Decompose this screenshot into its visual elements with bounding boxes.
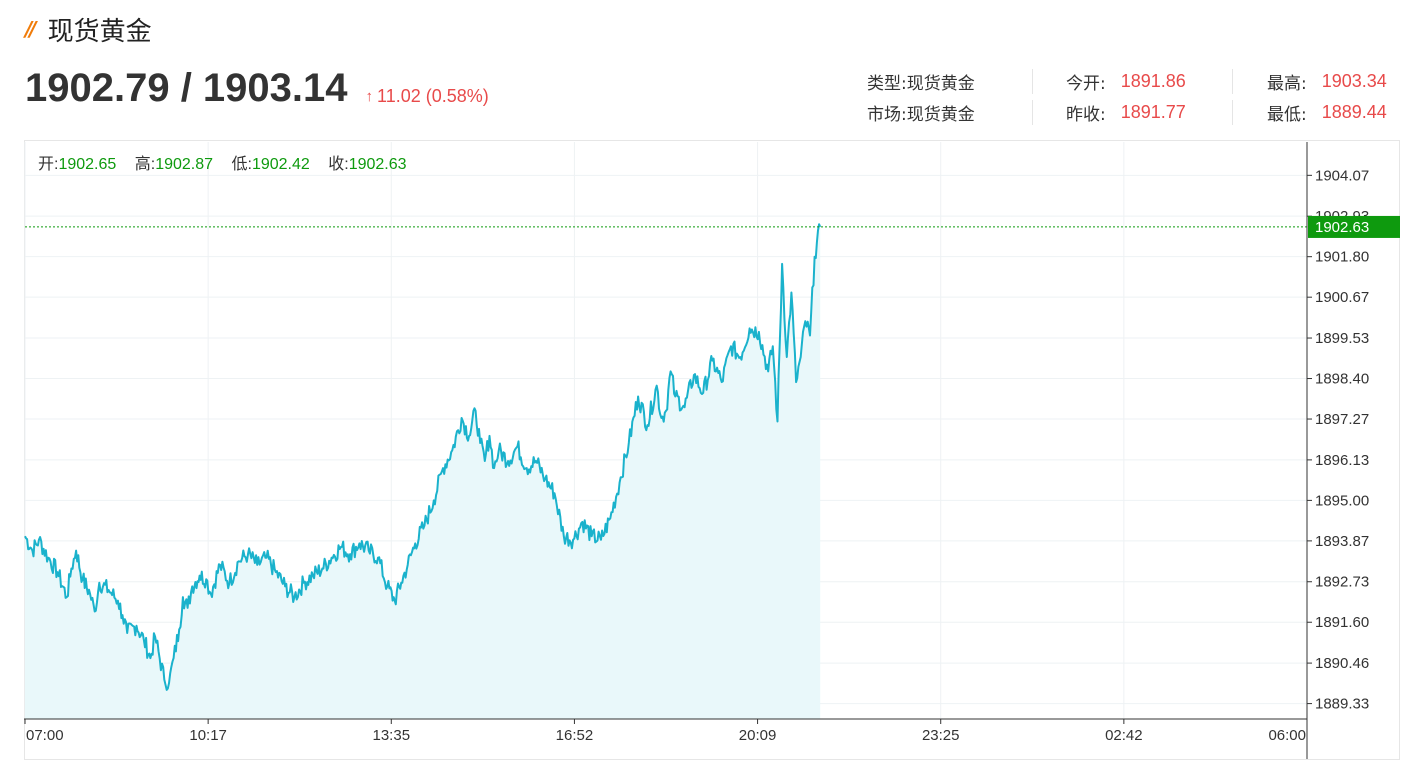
arrow-up-icon: ↑ — [365, 88, 374, 105]
y-tick-label: 1890.46 — [1315, 655, 1369, 672]
price-area — [25, 224, 821, 719]
ohlc-low-label: 低: — [232, 155, 252, 173]
ohlc-high-label: 高: — [135, 155, 155, 173]
page-title: 现货黄金 — [47, 16, 152, 47]
info-row-2: 市场: 现货黄金 昨收: 1891.77 最低: 1889.44 — [867, 97, 1400, 128]
info-high: 最高: 1903.34 — [1232, 69, 1400, 94]
info-prev-close-value: 1891.77 — [1120, 102, 1186, 122]
x-tick-label: 13:35 — [373, 727, 411, 744]
info-prev-close: 昨收: 1891.77 — [1032, 100, 1232, 125]
y-tick-label: 1893.87 — [1315, 533, 1369, 550]
info-high-value: 1903.34 — [1321, 71, 1387, 91]
info-open-label: 今开: — [1066, 74, 1106, 94]
info-low-label: 最低: — [1267, 105, 1307, 125]
current-price-tag-label: 1902.63 — [1315, 219, 1369, 236]
price-row: 1902.79 / 1903.14 ↑ 11.02 (0.58%) — [25, 66, 489, 111]
info-market: 市场: 现货黄金 — [867, 100, 1032, 125]
price-chart[interactable]: 1889.33 1890.46 1891.60 1892.73 1893.87 1895.… — [24, 140, 1400, 760]
current-price-tag-bg — [1308, 215, 1400, 238]
x-tick-label: 02:42 — [1105, 727, 1143, 744]
info-low-value: 1889.44 — [1321, 102, 1387, 122]
price-change-value: 11.02 (0.58%) — [377, 86, 489, 106]
x-tick-label: 20:09 — [739, 727, 777, 744]
info-type-label: 类型: — [867, 74, 907, 94]
info-type: 类型: 现货黄金 — [867, 69, 1032, 94]
info-market-value: 现货黄金 — [906, 105, 975, 125]
brand-mark-icon: // — [25, 17, 36, 41]
info-open-value: 1891.86 — [1120, 71, 1186, 91]
ohlc-open-value: 1902.65 — [58, 156, 116, 173]
ohlc-high-value: 1902.87 — [155, 156, 213, 173]
y-tick-label: 1897.27 — [1315, 411, 1369, 428]
x-tick-label: 23:25 — [922, 727, 960, 744]
x-tick-label: 07:00 — [26, 727, 64, 744]
y-tick-label: 1900.67 — [1315, 289, 1369, 306]
quote-info-panel: 类型: 现货黄金 今开: 1891.86 最高: 1903.34 市场: 现货黄… — [867, 66, 1400, 128]
y-tick-label: 1904.07 — [1315, 167, 1369, 184]
y-tick-label: 1896.13 — [1315, 452, 1369, 469]
current-price-tag: 1902.63 — [1308, 215, 1400, 238]
info-low: 最低: 1889.44 — [1232, 100, 1400, 125]
x-axis-ticks: 07:00 10:17 13:35 16:52 20:09 23:25 02:42 06:00 — [24, 719, 1308, 744]
bid-ask-price: 1902.79 / 1903.14 — [25, 66, 348, 110]
y-tick-label: 1895.00 — [1315, 492, 1369, 509]
info-high-label: 最高: — [1267, 74, 1307, 94]
info-type-value: 现货黄金 — [906, 74, 975, 94]
ohlc-close-value: 1902.63 — [349, 156, 407, 173]
y-tick-label: 1889.33 — [1315, 696, 1369, 713]
info-market-label: 市场: — [867, 105, 907, 125]
y-tick-label: 1901.80 — [1315, 249, 1369, 266]
ohlc-low-value: 1902.42 — [252, 156, 310, 173]
price-change: ↑ 11.02 (0.58%) — [366, 86, 489, 107]
price-line — [24, 223, 822, 691]
info-prev-close-label: 昨收: — [1066, 105, 1106, 125]
y-tick-label: 1898.40 — [1315, 371, 1369, 388]
ohlc-readout: 开:1902.65 高:1902.87 低:1902.42 收:1902.63 — [38, 155, 407, 173]
ohlc-open-label: 开: — [38, 156, 58, 173]
x-tick-label: 10:17 — [189, 727, 227, 744]
title-row: // 现货黄金 — [25, 12, 152, 47]
info-open: 今开: 1891.86 — [1032, 69, 1232, 94]
y-tick-label: 1891.60 — [1315, 614, 1369, 631]
y-tick-label: 1892.73 — [1315, 574, 1369, 591]
x-tick-label: 16:52 — [556, 727, 594, 744]
info-row-1: 类型: 现货黄金 今开: 1891.86 最高: 1903.34 — [867, 66, 1400, 97]
y-tick-label: 1899.53 — [1315, 330, 1369, 347]
ohlc-close-label: 收: — [328, 155, 348, 173]
chart-container[interactable]: 1889.33 1890.46 1891.60 1892.73 1893.87 1895.… — [24, 140, 1400, 760]
x-tick-label: 06:00 — [1268, 727, 1306, 744]
